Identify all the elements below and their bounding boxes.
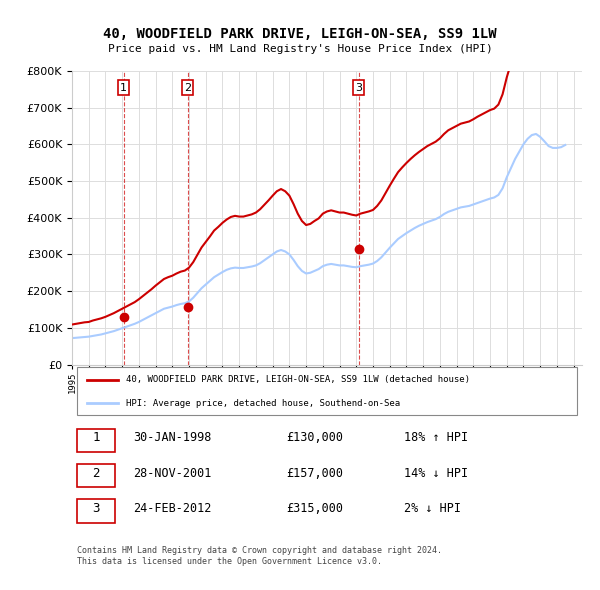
Text: 24-FEB-2012: 24-FEB-2012 xyxy=(133,502,212,515)
Text: £130,000: £130,000 xyxy=(286,431,343,444)
Text: 40, WOODFIELD PARK DRIVE, LEIGH-ON-SEA, SS9 1LW (detached house): 40, WOODFIELD PARK DRIVE, LEIGH-ON-SEA, … xyxy=(125,375,470,384)
Text: Price paid vs. HM Land Registry's House Price Index (HPI): Price paid vs. HM Land Registry's House … xyxy=(107,44,493,54)
Text: 2% ↓ HPI: 2% ↓ HPI xyxy=(404,502,461,515)
Text: 3: 3 xyxy=(92,502,100,515)
Text: 18% ↑ HPI: 18% ↑ HPI xyxy=(404,431,467,444)
Text: 3: 3 xyxy=(355,83,362,93)
FancyBboxPatch shape xyxy=(77,367,577,415)
Text: Contains HM Land Registry data © Crown copyright and database right 2024.
This d: Contains HM Land Registry data © Crown c… xyxy=(77,546,442,566)
Text: 1: 1 xyxy=(120,83,127,93)
Text: £157,000: £157,000 xyxy=(286,467,343,480)
FancyBboxPatch shape xyxy=(77,464,115,487)
Text: 2: 2 xyxy=(184,83,191,93)
FancyBboxPatch shape xyxy=(77,428,115,452)
Text: 28-NOV-2001: 28-NOV-2001 xyxy=(133,467,212,480)
Text: 14% ↓ HPI: 14% ↓ HPI xyxy=(404,467,467,480)
Text: 40, WOODFIELD PARK DRIVE, LEIGH-ON-SEA, SS9 1LW: 40, WOODFIELD PARK DRIVE, LEIGH-ON-SEA, … xyxy=(103,27,497,41)
Text: £315,000: £315,000 xyxy=(286,502,343,515)
Text: 30-JAN-1998: 30-JAN-1998 xyxy=(133,431,212,444)
Text: 2: 2 xyxy=(92,467,100,480)
FancyBboxPatch shape xyxy=(77,499,115,523)
Text: HPI: Average price, detached house, Southend-on-Sea: HPI: Average price, detached house, Sout… xyxy=(125,398,400,408)
Text: 1: 1 xyxy=(92,431,100,444)
